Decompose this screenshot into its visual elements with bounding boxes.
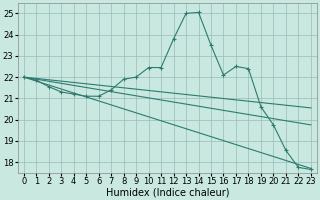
- X-axis label: Humidex (Indice chaleur): Humidex (Indice chaleur): [106, 187, 229, 197]
